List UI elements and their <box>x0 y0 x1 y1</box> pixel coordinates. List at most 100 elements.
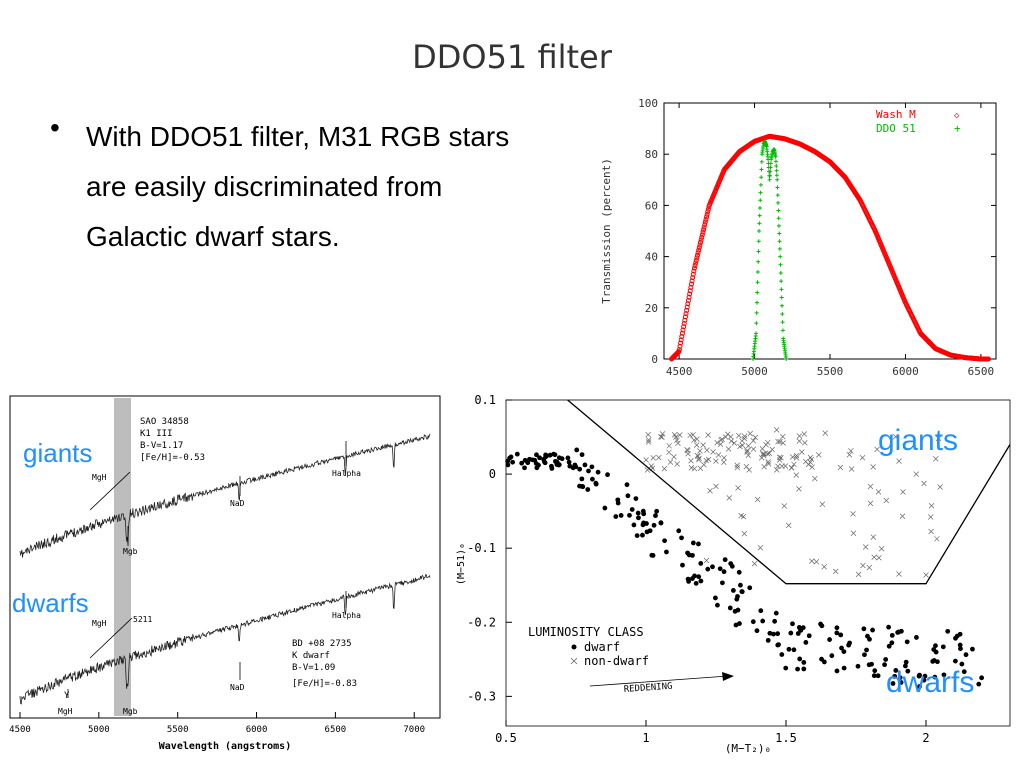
x-tick-label: 1 <box>642 731 649 745</box>
non-dwarf-point <box>735 485 741 491</box>
non-dwarf-point <box>707 487 713 494</box>
non-dwarf-point <box>837 464 844 471</box>
reddening-label: REDDENING <box>624 682 673 695</box>
non-dwarf-point <box>674 437 680 443</box>
ddo51-point <box>755 269 760 274</box>
non-dwarf-point <box>777 438 783 445</box>
dwarf-point <box>685 576 691 582</box>
non-dwarf-point <box>656 454 662 461</box>
non-dwarf-point <box>780 440 786 446</box>
non-dwarf-point <box>757 544 764 551</box>
wash-m-point <box>690 271 696 277</box>
ddo51-point <box>754 321 759 326</box>
dwarf-point <box>922 673 928 679</box>
dwarf-point <box>903 659 909 665</box>
dwarf-point <box>505 458 511 464</box>
x-tick-label: 0.5 <box>495 731 517 745</box>
non-dwarf-point <box>870 464 876 470</box>
dwarf-star-feh: [Fe/H]=-0.83 <box>292 679 357 689</box>
slide-title: DDO51 filter <box>412 38 612 76</box>
wash-m-point <box>690 275 696 281</box>
non-dwarf-point <box>722 434 729 440</box>
wash-m-point <box>704 211 710 217</box>
dwarf-point <box>892 673 898 679</box>
non-dwarf-point <box>645 439 652 445</box>
giants-label-right: giants <box>878 424 959 457</box>
dwarf-point <box>834 630 840 636</box>
dwarf-point <box>839 645 844 651</box>
non-dwarf-point <box>761 451 767 457</box>
dwarf-point <box>618 513 624 518</box>
dwarf-point <box>579 476 585 482</box>
dwarf-point <box>634 533 640 539</box>
non-dwarf-point <box>812 475 818 482</box>
y-tick-label: -0.3 <box>467 689 496 703</box>
dwarf-point <box>914 635 919 640</box>
non-dwarf-point <box>697 465 704 472</box>
non-dwarf-point <box>791 461 797 468</box>
dwarf-point <box>765 637 771 643</box>
x-tick-label: 7000 <box>403 725 425 735</box>
non-dwarf-point <box>855 571 862 578</box>
dwarf-point <box>579 452 585 458</box>
non-dwarf-point <box>848 466 855 472</box>
non-dwarf-point <box>781 503 788 509</box>
giant-dwarf-separator <box>567 399 1011 585</box>
non-dwarf-point <box>813 559 820 565</box>
dwarf-point <box>841 665 847 671</box>
non-dwarf-point <box>658 434 664 440</box>
dwarf-point <box>957 642 963 648</box>
dwarf-point <box>522 457 528 463</box>
non-dwarf-point <box>659 431 666 437</box>
legend-nondwarf: non-dwarf <box>584 654 649 668</box>
non-dwarf-point <box>734 464 741 471</box>
non-dwarf-point <box>934 536 940 542</box>
dwarf-point <box>776 642 781 648</box>
dwarf-point <box>970 646 975 652</box>
dwarf-star-class: K dwarf <box>292 651 330 661</box>
dwarf-point <box>846 642 852 648</box>
dwarf-point <box>615 497 621 503</box>
dwarf-point <box>696 574 702 580</box>
non-dwarf-point <box>765 459 771 465</box>
dwarf-point <box>834 625 840 631</box>
non-dwarf-point <box>878 545 885 552</box>
wash-m-point <box>695 250 701 256</box>
ddo51-point <box>774 173 779 178</box>
dwarf-spectrum <box>19 574 431 705</box>
dwarf-point <box>903 663 908 669</box>
dwarf-point <box>917 684 922 689</box>
y-tick-label: 0.1 <box>474 393 496 407</box>
dwarf-point <box>976 681 982 687</box>
dwarf-point <box>775 631 781 637</box>
dwarf-point <box>754 628 760 634</box>
non-dwarf-point <box>935 435 942 442</box>
dwarf-point <box>905 668 911 674</box>
dwarf-point <box>715 602 720 608</box>
legend-wash-m: Wash M <box>876 108 916 121</box>
dwarf-point <box>728 561 734 567</box>
dwarf-point <box>635 510 641 516</box>
dwarf-point <box>735 607 741 613</box>
line-label-nad-top: NaD <box>230 499 245 508</box>
line-label-halpha-bottom: Halpha <box>332 611 361 620</box>
dwarf-point <box>631 522 637 528</box>
non-dwarf-point <box>765 461 772 467</box>
ddo51-point <box>754 300 759 305</box>
x-tick-label: 6500 <box>968 365 995 378</box>
dwarf-point <box>624 482 630 488</box>
non-dwarf-point <box>799 449 805 455</box>
dwarf-point <box>959 661 965 667</box>
non-dwarf-point <box>773 427 780 433</box>
wash-m-point <box>985 356 991 362</box>
dwarf-point <box>514 451 520 457</box>
non-dwarf-point <box>937 484 943 490</box>
dwarf-point <box>537 455 542 461</box>
x-tick-label: 5000 <box>88 725 110 735</box>
y-tick-label: 40 <box>645 251 658 264</box>
dwarf-point <box>886 643 892 649</box>
non-dwarf-point <box>774 467 780 473</box>
wash-m-point <box>703 216 709 222</box>
ddo51-point <box>755 280 760 285</box>
x-tick-label: 5500 <box>167 725 189 735</box>
